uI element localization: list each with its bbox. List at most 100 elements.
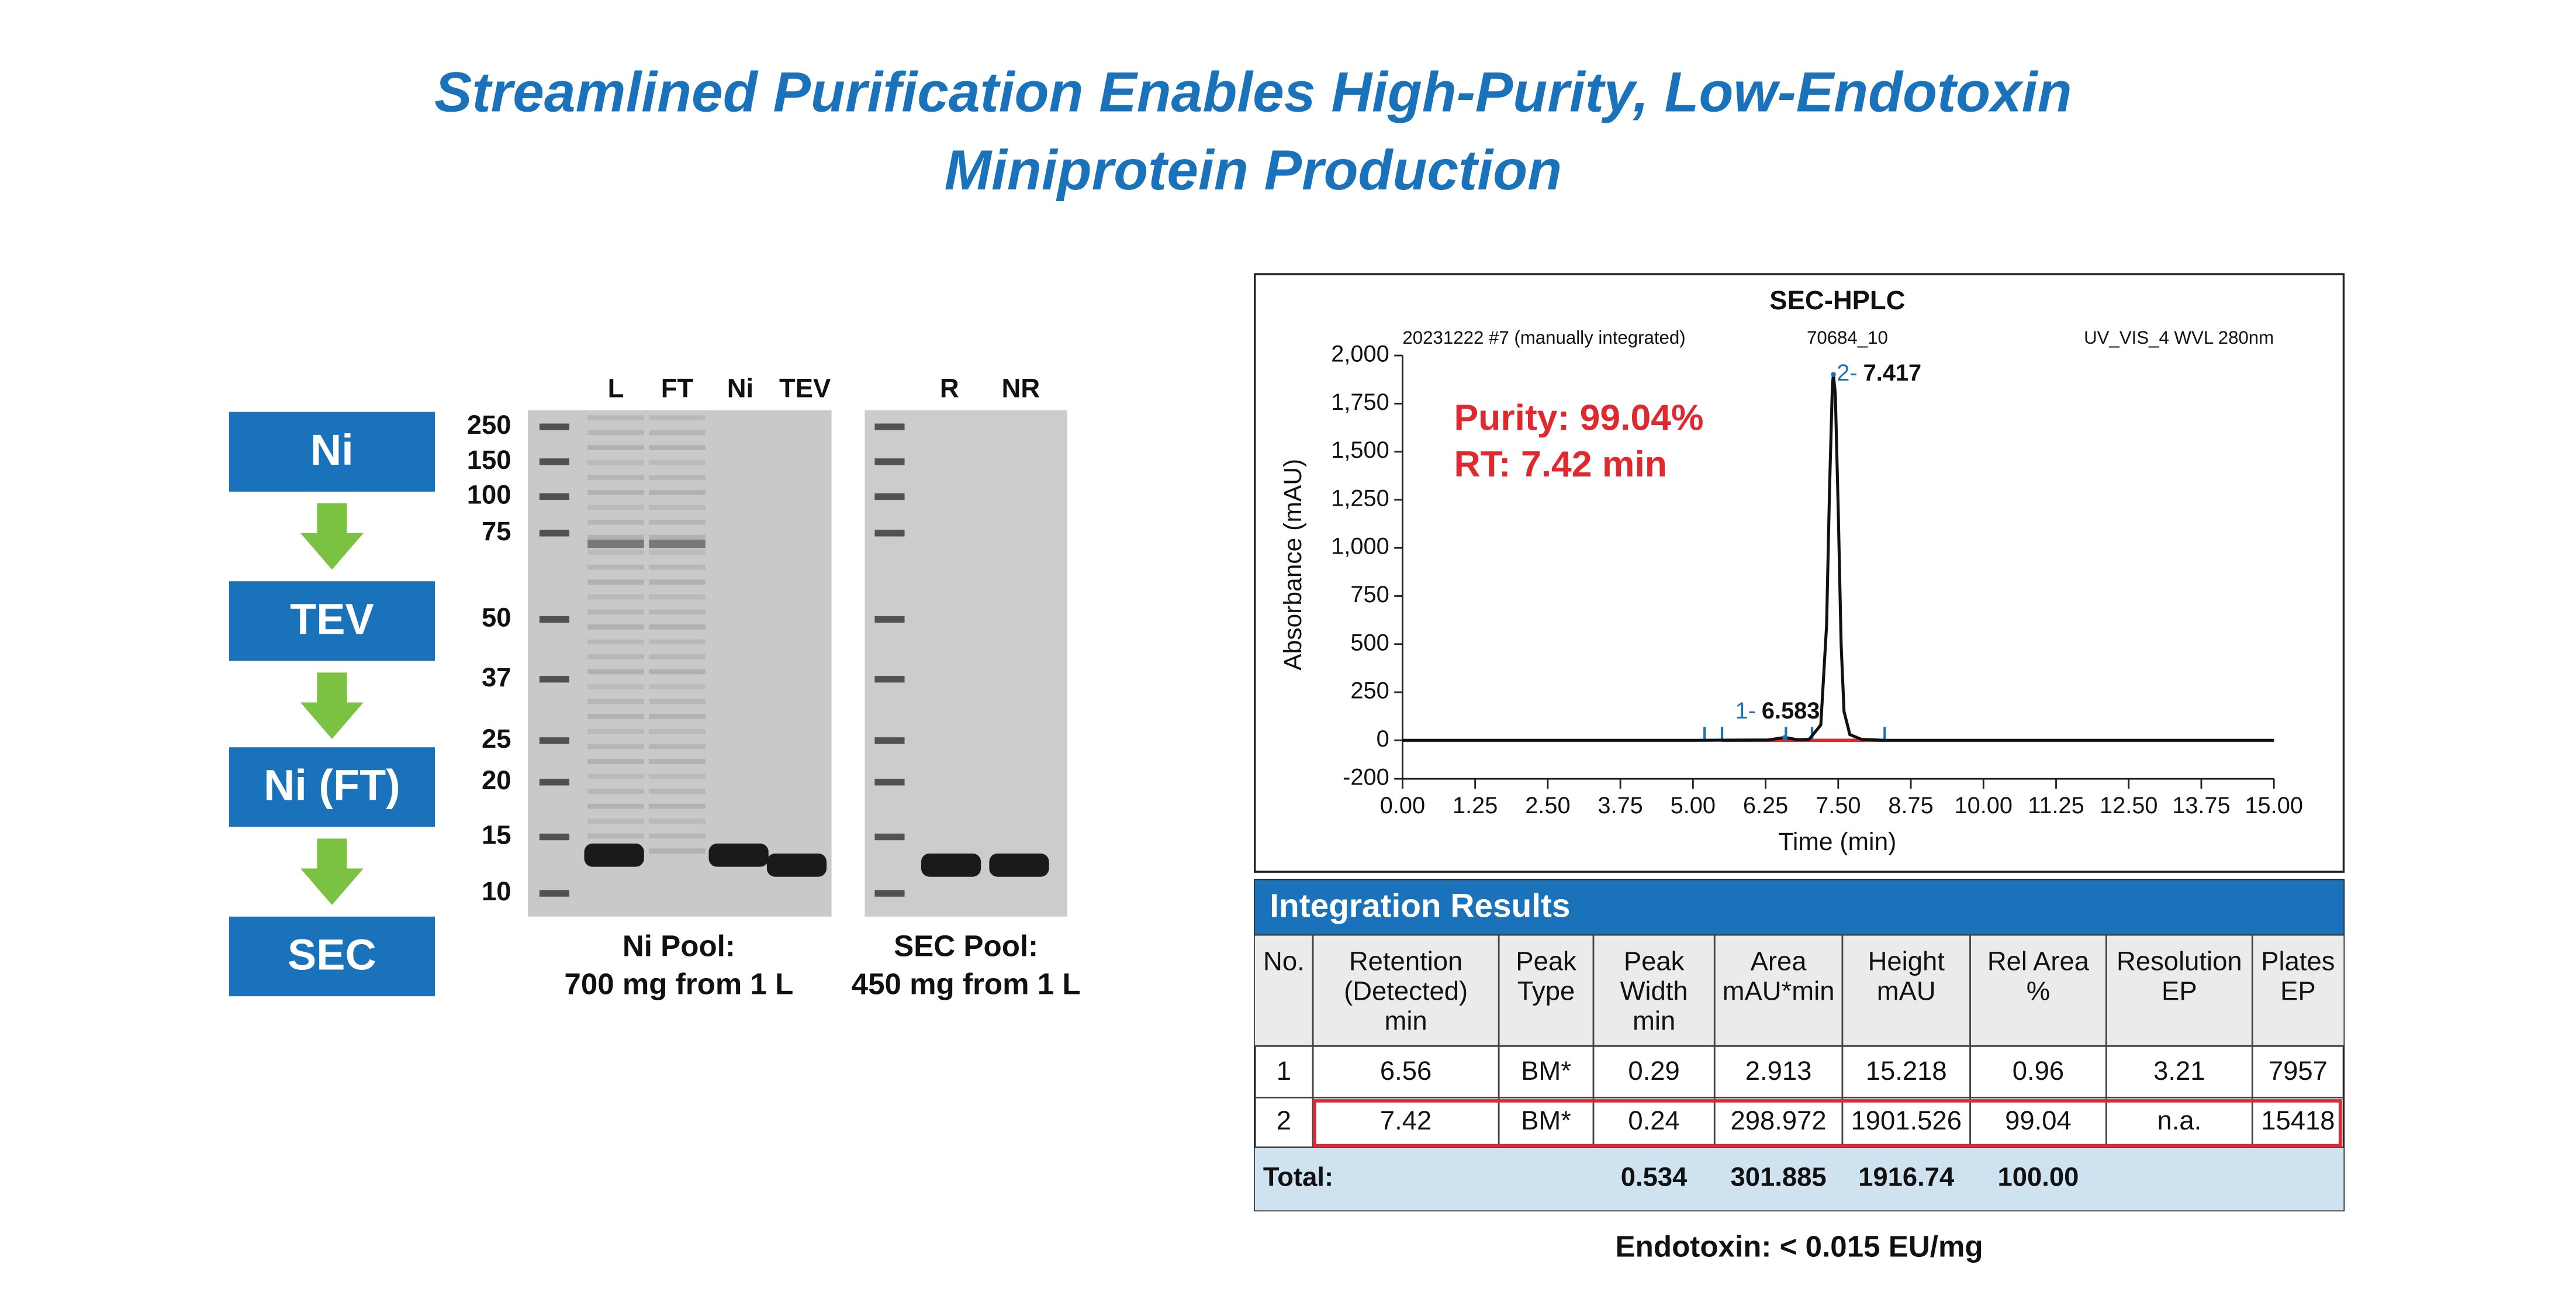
smear [587, 534, 644, 540]
smear [587, 699, 644, 704]
peak-label: 1- [1735, 698, 1755, 724]
gel [865, 410, 1067, 917]
table-cell: BM* [1521, 1056, 1571, 1086]
lane-label: NR [1002, 374, 1040, 403]
lane-label: Ni [727, 374, 753, 403]
band [587, 540, 644, 548]
smear [649, 460, 706, 465]
smear [587, 669, 644, 675]
smear [587, 475, 644, 481]
workflow-box [229, 747, 435, 827]
smear [649, 848, 706, 854]
marker-label: 20 [482, 765, 511, 795]
column-header: min [1633, 1006, 1675, 1036]
smear [587, 594, 644, 600]
table-cell: 99.04 [2005, 1106, 2072, 1135]
y-tick-label: 0 [1377, 726, 1389, 752]
x-tick-label: 5.00 [1671, 793, 1716, 818]
workflow-box [229, 581, 435, 661]
column-header: Peak [1516, 946, 1576, 976]
table-cell: 3.21 [2153, 1056, 2205, 1086]
smear [587, 624, 644, 630]
smear [587, 490, 644, 495]
annotation: RT: 7.42 min [1454, 444, 1667, 485]
arrow [300, 672, 364, 740]
arrow [300, 503, 364, 570]
gel-caption: SEC Pool: [894, 929, 1038, 962]
smear [649, 550, 706, 555]
ladder-band [874, 616, 905, 623]
marker-label: 250 [467, 410, 511, 440]
y-tick-label: -200 [1343, 765, 1389, 790]
smear [587, 550, 644, 555]
column-header: EP [2162, 976, 2197, 1006]
table-cell: 15.218 [1866, 1056, 1947, 1086]
title: Miniprotein Production [945, 139, 1562, 202]
smear [649, 520, 706, 525]
smear [587, 564, 644, 570]
chart-title: SEC-HPLC [1769, 285, 1905, 315]
smear [587, 579, 644, 585]
smear [649, 818, 706, 824]
chart-frame [1254, 273, 2345, 873]
column-header: mAU [1877, 976, 1936, 1006]
column-header: EP [2280, 976, 2316, 1006]
smear [587, 684, 644, 689]
header-row [1254, 935, 2344, 1046]
smear [587, 430, 644, 436]
smear [587, 759, 644, 764]
smear [649, 609, 706, 615]
total-cell: 100.00 [1998, 1162, 2079, 1191]
ladder-band [874, 493, 905, 500]
table-cell: 15418 [2261, 1106, 2335, 1135]
smear [587, 654, 644, 659]
smear [649, 728, 706, 734]
footer: Endotoxin: < 0.015 EU/mg [1616, 1229, 1983, 1263]
peak-label: 2- [1837, 360, 1857, 386]
peak-label: 7.417 [1863, 360, 1921, 386]
x-tick-label: 2.50 [1525, 793, 1570, 818]
smear [587, 460, 644, 465]
x-tick-label: 7.50 [1816, 793, 1861, 818]
band [649, 540, 706, 548]
smear [649, 714, 706, 719]
smear [649, 789, 706, 794]
table-cell: 0.96 [2013, 1056, 2064, 1086]
y-tick-label: 2,000 [1331, 341, 1389, 367]
lane-label: TEV [779, 374, 831, 403]
total-cell: 1916.74 [1858, 1162, 1955, 1191]
marker-label: 15 [482, 820, 511, 850]
x-tick-label: 6.25 [1743, 793, 1788, 818]
smear [649, 594, 706, 600]
smear [649, 654, 706, 659]
gel-caption: Ni Pool: [623, 929, 735, 962]
table-title: Integration Results [1270, 888, 1570, 925]
peak-marker [1831, 372, 1836, 377]
ladder-band [874, 530, 905, 537]
ladder-band [539, 493, 569, 500]
workflow-box [229, 412, 435, 492]
ladder-band [539, 737, 569, 744]
total-cell: 301.885 [1730, 1162, 1826, 1191]
smear [649, 445, 706, 450]
annotation: Purity: 99.04% [1454, 397, 1703, 438]
x-axis-label: Time (min) [1778, 828, 1896, 856]
smear [587, 639, 644, 645]
y-tick-label: 250 [1350, 678, 1389, 704]
ladder-band [539, 676, 569, 683]
ladder-band [874, 890, 905, 897]
y-tick-label: 500 [1350, 630, 1389, 655]
workflow-box [229, 916, 435, 997]
y-tick-label: 1,250 [1331, 485, 1389, 511]
x-tick-label: 8.75 [1888, 793, 1933, 818]
smear [649, 699, 706, 704]
ladder-band [539, 530, 569, 537]
smear [649, 430, 706, 436]
band [989, 853, 1049, 877]
table-cell: 7.42 [1380, 1106, 1432, 1135]
y-tick-label: 750 [1350, 582, 1389, 607]
band [708, 843, 769, 867]
y-tick-label: 1,750 [1331, 389, 1389, 415]
column-header: Type [1517, 976, 1575, 1006]
